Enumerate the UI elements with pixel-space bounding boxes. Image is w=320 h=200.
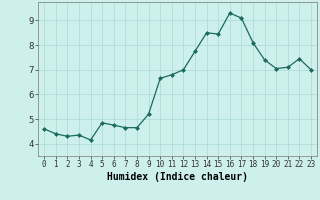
- X-axis label: Humidex (Indice chaleur): Humidex (Indice chaleur): [107, 172, 248, 182]
